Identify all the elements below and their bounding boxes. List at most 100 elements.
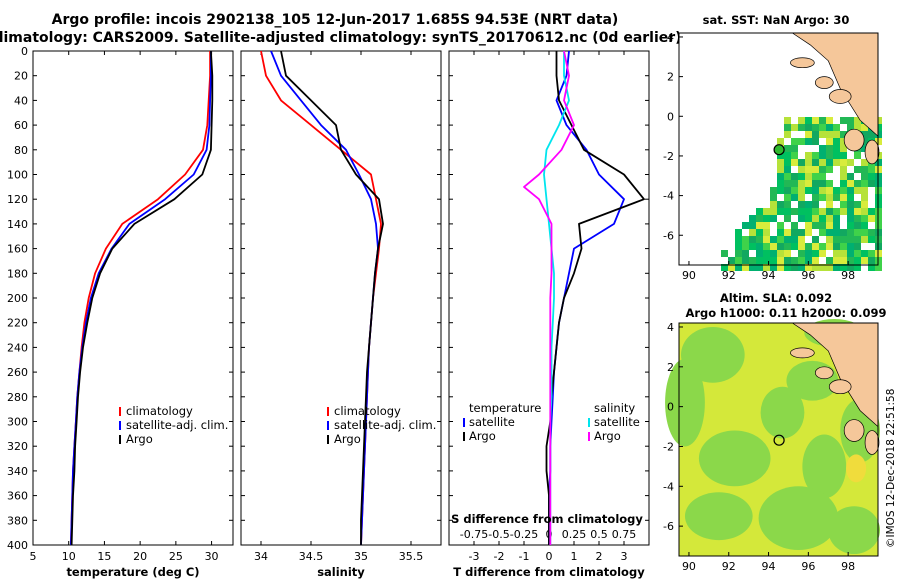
- sst-cell: [805, 215, 812, 222]
- series-line-difference-t-satellite: [548, 50, 625, 545]
- sst-cell: [805, 201, 812, 208]
- map-lat-tick-label: 2: [667, 71, 674, 84]
- sst-cell: [763, 215, 770, 222]
- sst-cell: [756, 243, 763, 250]
- sst-cell: [861, 257, 868, 264]
- sst-cell: [854, 264, 861, 271]
- sst-cell: [805, 117, 812, 124]
- sst-cell: [805, 250, 812, 257]
- sst-cell: [861, 124, 868, 131]
- sst-cell: [749, 222, 756, 229]
- temperature-x-tick-label: 5: [30, 550, 37, 563]
- sst-cell: [763, 208, 770, 215]
- s-difference-tick-label: 0.25: [562, 528, 587, 541]
- sst-cell: [840, 138, 847, 145]
- sst-cell: [770, 194, 777, 201]
- salinity-x-tick-label: 34: [254, 550, 268, 563]
- sst-cell: [819, 145, 826, 152]
- s-difference-axis-label: S difference from climatology: [451, 512, 643, 526]
- map-lat-tick-label: 4: [667, 321, 674, 334]
- sst-cell: [812, 131, 819, 138]
- sal-legend-climatology: climatology: [334, 404, 401, 418]
- sst-cell: [784, 229, 791, 236]
- sst-cell: [784, 236, 791, 243]
- sst-cell: [721, 264, 728, 271]
- map-lat-tick-label: 4: [667, 31, 674, 44]
- sst-cell: [728, 264, 735, 271]
- sst-cell: [812, 257, 819, 264]
- temperature-x-tick-label: 20: [133, 550, 147, 563]
- depth-tick-label: 280: [7, 391, 28, 404]
- sst-cell: [819, 180, 826, 187]
- island: [814, 76, 834, 89]
- sst-cell: [826, 152, 833, 159]
- sla-anomaly-patch: [802, 434, 847, 499]
- sst-cell: [763, 243, 770, 250]
- sst-cell: [854, 222, 861, 229]
- sst-cell: [840, 236, 847, 243]
- difference-x-tick-label: -3: [469, 550, 480, 563]
- island: [828, 379, 852, 395]
- sst-cell: [756, 257, 763, 264]
- sst-cell: [805, 222, 812, 229]
- sst-cell: [854, 166, 861, 173]
- sst-cell: [812, 201, 819, 208]
- sla-anomaly-patch: [846, 454, 867, 483]
- depth-tick-label: 200: [7, 292, 28, 305]
- sst-cell: [819, 243, 826, 250]
- sst-cell: [728, 257, 735, 264]
- depth-tick-label: 340: [7, 465, 28, 478]
- series-line-difference-t-argo: [545, 51, 645, 545]
- sst-cell: [819, 131, 826, 138]
- sla-anomaly-patch: [698, 430, 771, 487]
- sst-cell: [756, 250, 763, 257]
- sst-cell: [749, 229, 756, 236]
- temperature-frame: [32, 50, 234, 546]
- sst-cell: [791, 194, 798, 201]
- depth-tick-label: 20: [14, 70, 28, 83]
- diff-legend-salinity-title: salinity: [594, 401, 635, 415]
- sst-cell: [840, 180, 847, 187]
- sst-cell: [777, 208, 784, 215]
- sst-cell: [791, 159, 798, 166]
- sst-cell: [812, 124, 819, 131]
- sst-cell: [791, 208, 798, 215]
- island: [843, 128, 865, 152]
- sst-cell: [777, 222, 784, 229]
- temperature-panel: 5 10 15 20 25 30 temperature (deg C): [30, 50, 234, 579]
- sst-cell: [812, 264, 819, 271]
- sst-cell: [784, 201, 791, 208]
- depth-tick-label: 400: [7, 539, 28, 552]
- sst-cell: [798, 264, 805, 271]
- sst-cell: [805, 180, 812, 187]
- sst-cell: [777, 201, 784, 208]
- sst-cell: [826, 131, 833, 138]
- sst-cell: [833, 208, 840, 215]
- sst-cell: [735, 229, 742, 236]
- sst-cell: [812, 243, 819, 250]
- temperature-legend: climatology satellite-adj. clim. Argo: [119, 404, 228, 446]
- sst-cell: [798, 257, 805, 264]
- sst-cell: [847, 250, 854, 257]
- sst-cell: [784, 145, 791, 152]
- island: [864, 430, 880, 455]
- sst-cell: [854, 243, 861, 250]
- temperature-x-axis-label: temperature (deg C): [66, 565, 199, 579]
- sst-cell: [840, 152, 847, 159]
- sst-cell: [847, 243, 854, 250]
- sst-cell: [847, 159, 854, 166]
- sst-cell: [805, 208, 812, 215]
- sst-cell: [742, 264, 749, 271]
- salinity-panel: 34 34.5 35 35.5 salinity: [240, 50, 442, 579]
- sst-map: 90 92 94 96 98 4 2 0 -2 -4 -6: [663, 31, 882, 282]
- sst-cell: [812, 180, 819, 187]
- sst-cell: [742, 243, 749, 250]
- sst-cell: [784, 243, 791, 250]
- sst-cell: [861, 229, 868, 236]
- island: [843, 419, 865, 442]
- salinity-x-tick-label: 34.5: [299, 550, 324, 563]
- sst-cell: [833, 222, 840, 229]
- sst-cell: [826, 215, 833, 222]
- map-lon-tick-label: 92: [722, 269, 736, 282]
- depth-tick-label: 180: [7, 267, 28, 280]
